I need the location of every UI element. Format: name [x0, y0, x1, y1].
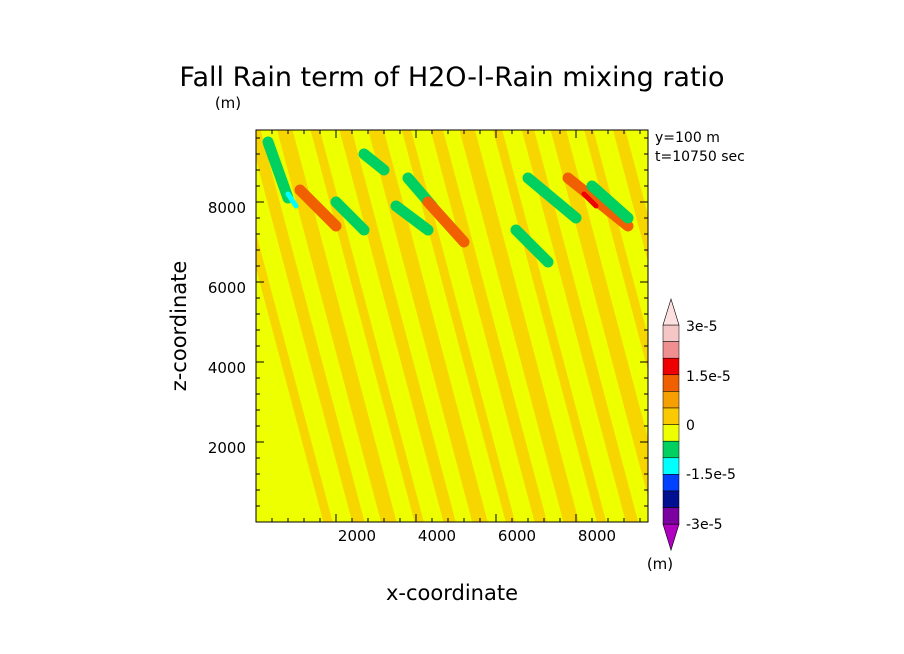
field-band: [310, 130, 424, 522]
field-band: [430, 130, 547, 522]
colorbar-label: -3e-5: [686, 517, 723, 533]
field-feature: [330, 196, 370, 236]
colorbar-label: -1.5e-5: [686, 467, 736, 483]
colorbar-label: 3e-5: [686, 319, 717, 335]
colorbar-segment: [662, 440, 680, 459]
field-feature: [510, 224, 554, 268]
colorbar-segment: [662, 474, 680, 492]
annotation-t: t=10750 sec: [655, 149, 745, 165]
colorbar: [662, 297, 680, 552]
x-tick-label: 6000: [498, 527, 536, 545]
field-band: [256, 233, 333, 522]
colorbar-segment: [662, 507, 680, 525]
field-feature: [562, 172, 634, 232]
colorbar-bottom-arrow: [662, 523, 680, 552]
colorbar-segment: [662, 490, 680, 508]
field-band: [256, 130, 365, 522]
y-tick-label: 6000: [208, 279, 246, 297]
colorbar-segment: [662, 457, 680, 475]
field-band: [550, 130, 648, 497]
axis-ticks: [255, 130, 648, 523]
plot-area: [255, 129, 649, 523]
x-tick-label: 2000: [338, 527, 376, 545]
colorbar-segment: [662, 357, 680, 376]
field-feature: [586, 180, 634, 224]
field-band: [459, 130, 579, 522]
field-band: [493, 130, 607, 522]
field-band: [339, 130, 456, 522]
y-tick-label: 4000: [208, 359, 246, 377]
field-band: [368, 130, 488, 522]
colorbar-label: 1.5e-5: [686, 369, 731, 385]
field-feature: [422, 196, 470, 248]
unit-label-top: (m): [215, 94, 241, 112]
colorbar-segment: [662, 324, 680, 342]
x-tick-label: 4000: [418, 527, 456, 545]
field-feature: [581, 191, 599, 209]
field-features: [262, 136, 634, 268]
y-tick-label: 8000: [208, 199, 246, 217]
colorbar-segment: [662, 391, 680, 409]
colorbar-segment: [662, 407, 680, 425]
colorbar-segment: [662, 341, 680, 359]
colorbar-top-arrow: [662, 297, 680, 326]
colorbar-segment: [662, 374, 680, 392]
x-tick-label: 8000: [578, 527, 616, 545]
field-feature: [358, 148, 390, 176]
field-feature: [285, 191, 299, 209]
plot-frame: [255, 129, 649, 523]
chart-title: Fall Rain term of H2O-l-Rain mixing rati…: [179, 62, 724, 93]
colorbar-label: 0: [686, 418, 695, 434]
y-axis-label: z-coordinate: [167, 261, 191, 392]
field-feature: [294, 184, 342, 232]
field-feature: [262, 136, 294, 204]
field-feature: [522, 172, 582, 224]
colorbar-unit-label: (m): [647, 555, 673, 573]
y-tick-label: 2000: [208, 439, 246, 457]
annotation-y: y=100 m: [655, 130, 720, 146]
field-band: [613, 130, 648, 262]
field-feature: [390, 200, 434, 236]
colorbar-segment: [662, 424, 680, 442]
x-axis-label: x-coordinate: [386, 581, 518, 605]
